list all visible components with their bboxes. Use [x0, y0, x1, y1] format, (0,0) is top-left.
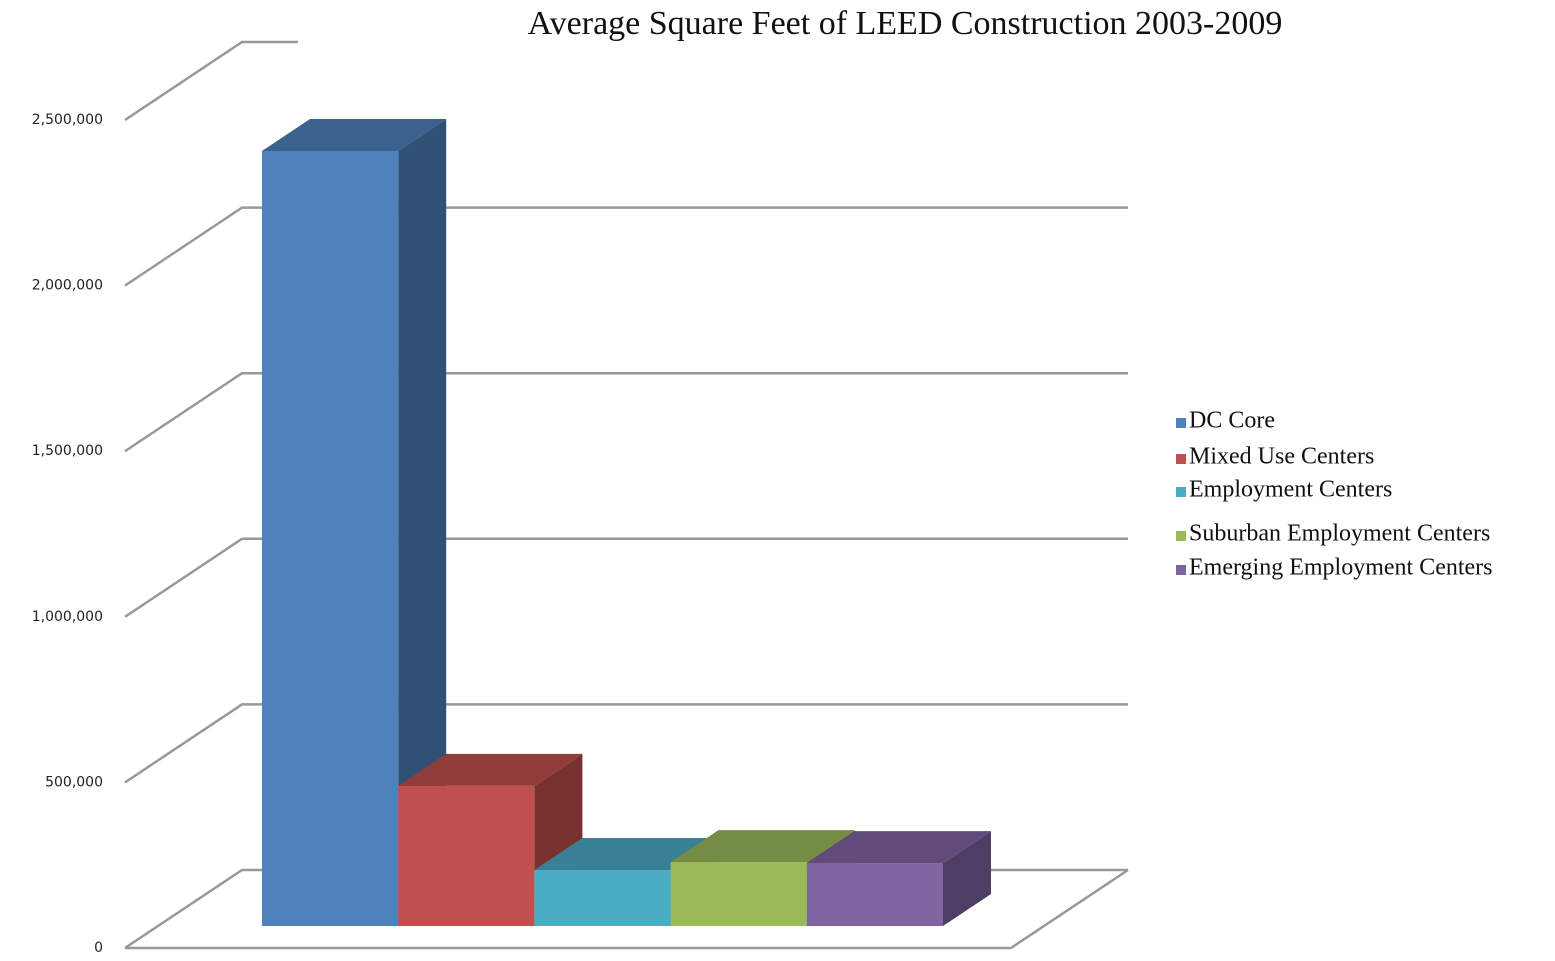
- bar: [398, 785, 535, 926]
- legend-swatch: [1176, 418, 1186, 428]
- grid-line: [124, 371, 1128, 453]
- grid-line: [124, 537, 1128, 618]
- legend-label: Emerging Employment Centers: [1189, 555, 1493, 581]
- y-tick-label: 2,500,000: [32, 112, 103, 128]
- bar-side: [398, 118, 447, 926]
- legend-label: Suburban Employment Centers: [1189, 521, 1490, 547]
- legend-label: DC Core: [1189, 408, 1275, 434]
- bar-side: [943, 831, 991, 926]
- bar: [806, 863, 943, 926]
- legend-label: Employment Centers: [1189, 477, 1392, 503]
- bar-top: [262, 118, 447, 151]
- y-tick-label: 1,500,000: [32, 443, 103, 459]
- bar-top: [670, 830, 855, 863]
- bar-top: [398, 753, 583, 786]
- bar: [262, 150, 399, 926]
- grid-line: [124, 40, 298, 122]
- legend-swatch: [1176, 487, 1186, 497]
- bar: [534, 870, 671, 926]
- y-tick-label: 2,000,000: [32, 278, 103, 294]
- floor: [125, 868, 1129, 950]
- bar-top: [806, 831, 991, 864]
- legend-swatch: [1176, 531, 1186, 541]
- y-tick-label: 500,000: [45, 774, 103, 790]
- chart-title: Average Square Feet of LEED Construction…: [528, 5, 1283, 42]
- legend-swatch: [1176, 454, 1186, 464]
- legend-label: Mixed Use Centers: [1189, 444, 1374, 470]
- legend-swatch: [1176, 565, 1186, 575]
- grid-line: [124, 206, 1128, 287]
- y-tick-label: 1,000,000: [32, 609, 103, 625]
- bar: [670, 862, 807, 926]
- y-tick-label: 0: [94, 940, 103, 956]
- grid-line: [124, 703, 1128, 784]
